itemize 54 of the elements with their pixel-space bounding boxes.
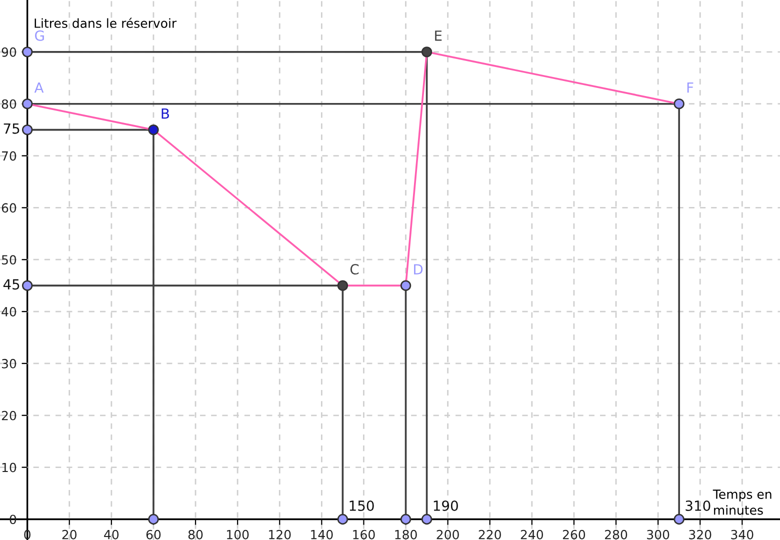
annotation: 310	[686, 500, 710, 511]
x-tick-label: 260	[562, 530, 586, 540]
point	[22, 46, 33, 58]
point	[148, 514, 159, 525]
x-tick-label: 220	[478, 530, 501, 540]
point	[337, 514, 348, 525]
x-tick-label: 160	[353, 530, 375, 540]
x-axis-title: Temps en minutes	[712, 490, 772, 515]
y-tick-label: 30	[2, 358, 16, 368]
point	[337, 280, 348, 291]
point	[674, 98, 684, 110]
y-tick-label: 60	[2, 203, 16, 213]
point	[22, 124, 33, 136]
series-label: B	[162, 108, 169, 119]
x-tick-label: 240	[520, 530, 544, 540]
x-tick-label: 80	[188, 530, 203, 540]
series-label: D	[414, 264, 423, 274]
series-label: G	[35, 30, 44, 41]
annotation: 150	[350, 500, 374, 511]
y-tick-label: 90	[2, 47, 16, 57]
point	[400, 280, 412, 291]
y-tick-label: 70	[2, 151, 16, 161]
x-tick-label: 60	[146, 530, 161, 540]
point	[148, 124, 159, 136]
series-label: E	[435, 30, 442, 41]
x-tick-label: 40	[104, 530, 119, 540]
series-label: A	[34, 82, 44, 93]
x-tick-label: 280	[604, 530, 628, 540]
x-tick-label: 340	[731, 530, 754, 540]
annotation: 75	[4, 124, 20, 134]
y-tick-label: 40	[2, 307, 16, 316]
point	[400, 514, 412, 525]
x-tick-label: 320	[689, 530, 712, 540]
point	[421, 46, 432, 58]
series-label: F	[687, 82, 694, 93]
annotation: 190	[434, 500, 458, 511]
point	[22, 280, 33, 291]
y-tick-label: 50	[2, 255, 16, 265]
point	[421, 514, 432, 525]
y-tick-label: 10	[2, 462, 16, 472]
x-tick-label: 120	[269, 530, 291, 540]
y-tick-label: 80	[2, 99, 16, 109]
x-tick-label: 300	[647, 530, 670, 540]
y-axis-title: Litres dans le réservoir	[34, 18, 177, 28]
x-tick-label: 140	[311, 530, 333, 540]
x-tick-label: 180	[395, 530, 417, 540]
annotation: 45	[3, 279, 20, 290]
x-tick-label: 20	[62, 530, 77, 540]
y-tick-label: 20	[2, 410, 16, 420]
x-tick-label: 200	[436, 530, 459, 540]
series-label: C	[350, 264, 359, 275]
point	[674, 514, 684, 525]
point	[22, 98, 33, 110]
x-tick-label: 100	[227, 530, 249, 540]
